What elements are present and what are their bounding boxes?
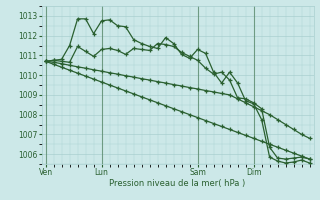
X-axis label: Pression niveau de la mer( hPa ): Pression niveau de la mer( hPa ) [109,179,246,188]
